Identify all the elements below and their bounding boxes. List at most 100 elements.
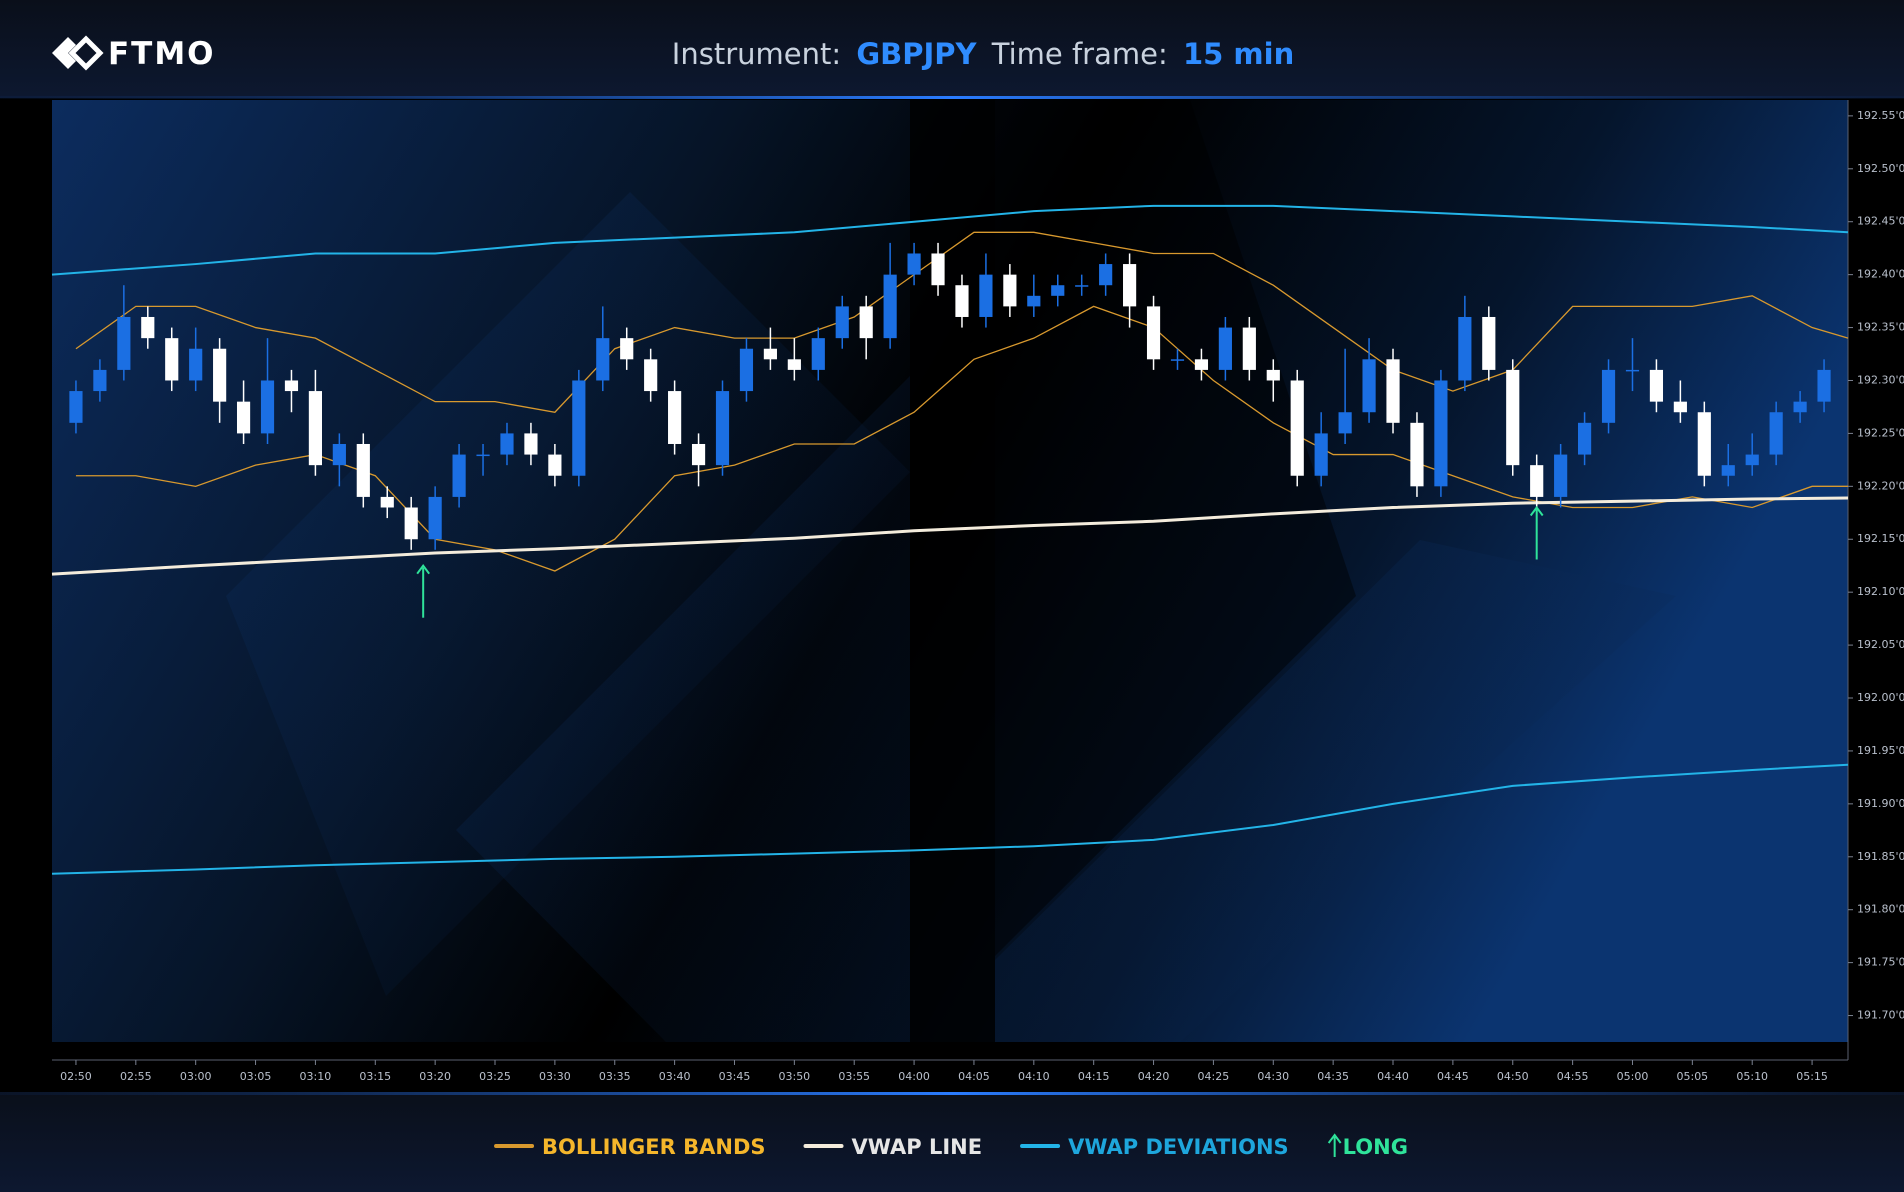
candle-body — [117, 316, 131, 370]
candle-body — [1075, 285, 1089, 287]
x-tick-label: 03:55 — [838, 1070, 870, 1083]
header-glow — [0, 96, 1904, 99]
signals — [416, 505, 1544, 618]
candle-body — [1290, 380, 1304, 476]
x-tick-label: 04:25 — [1198, 1070, 1230, 1083]
candle-body — [955, 285, 969, 317]
decor-shape — [226, 192, 910, 996]
x-tick-label: 04:15 — [1078, 1070, 1110, 1083]
legend-arrow — [1327, 1133, 1342, 1157]
candle-body — [1721, 465, 1735, 476]
y-tick-label: 191.95'0 — [1857, 744, 1904, 757]
candle-body — [715, 391, 730, 466]
y-tick-label: 191.90'0 — [1857, 797, 1904, 810]
candle-body — [931, 253, 945, 286]
y-tick-label: 191.70'0 — [1857, 1009, 1904, 1022]
decor-shape — [995, 540, 1676, 1042]
plot-decor — [226, 100, 1676, 1042]
candle-body — [596, 338, 610, 381]
x-tick-label: 05:10 — [1736, 1070, 1768, 1083]
y-tick-label: 191.85'0 — [1857, 850, 1904, 863]
candle-body — [1218, 327, 1232, 370]
candle-body — [236, 401, 251, 434]
x-tick-label: 03:45 — [719, 1070, 751, 1083]
candle-body — [691, 443, 706, 466]
candle-body — [883, 274, 897, 339]
x-tick-label: 04:20 — [1138, 1070, 1170, 1083]
footer-glow — [0, 1092, 1904, 1095]
x-tick-label: 03:10 — [300, 1070, 332, 1083]
y-tick-label: 191.80'0 — [1857, 903, 1904, 916]
band-line — [75, 305, 1848, 572]
x-tick-label: 05:05 — [1676, 1070, 1708, 1083]
x-tick-label: 03:35 — [599, 1070, 631, 1083]
candle-body — [260, 380, 275, 434]
x-tick-label: 04:45 — [1437, 1070, 1469, 1083]
y-tick-label: 192.40'0 — [1857, 268, 1904, 281]
y-tick-label: 192.35'0 — [1857, 321, 1904, 334]
axes: 192.55'0 192.50'0 192.45'0 192.40'0 192.35'0… — [52, 100, 1904, 1083]
band-line — [75, 231, 1849, 413]
candle-body — [1434, 380, 1448, 487]
x-tick-label: 02:55 — [120, 1070, 152, 1083]
y-tick-label: 192.15'0 — [1857, 532, 1904, 545]
logo-text: FTMO — [108, 36, 216, 72]
candle-body — [1697, 412, 1711, 476]
x-tick-label: 04:05 — [958, 1070, 990, 1083]
candle-body — [1769, 412, 1783, 455]
candle-body — [1314, 433, 1328, 476]
decor-band — [910, 100, 995, 1042]
legend-label: VWAP LINE — [852, 1135, 983, 1159]
candles — [69, 242, 1831, 550]
candle-body — [476, 454, 490, 457]
candle-body — [1673, 401, 1687, 413]
y-tick-label: 192.30'0 — [1857, 373, 1904, 386]
x-tick-label: 03:15 — [359, 1070, 391, 1083]
x-tick-label: 04:00 — [898, 1070, 930, 1083]
candle-body — [404, 507, 418, 540]
candle-body — [811, 338, 825, 370]
logo-mark — [68, 35, 104, 71]
candle-body — [1601, 369, 1616, 423]
logo-mark — [52, 37, 76, 69]
candle-body — [1625, 369, 1640, 372]
candle-body — [620, 338, 634, 360]
logo: FTMO — [52, 35, 216, 72]
candle-body — [1146, 306, 1161, 360]
candle-body — [1482, 316, 1496, 370]
candle-body — [1051, 285, 1065, 296]
x-tick-label: 04:50 — [1497, 1070, 1529, 1083]
candle-body — [452, 454, 466, 497]
candle-body — [284, 380, 299, 392]
candle-body — [739, 348, 754, 392]
y-tick-label: 192.10'0 — [1857, 585, 1904, 598]
x-tick-label: 04:35 — [1317, 1070, 1349, 1083]
x-tick-label: 03:30 — [539, 1070, 571, 1083]
footer-bar — [0, 1092, 1904, 1192]
y-tick-label: 192.05'0 — [1857, 638, 1904, 651]
x-tick-label: 05:00 — [1617, 1070, 1649, 1083]
x-tick-label: 04:55 — [1557, 1070, 1589, 1083]
candle-body — [213, 348, 227, 402]
arrow-head — [1327, 1133, 1342, 1144]
x-tick-label: 03:40 — [659, 1070, 691, 1083]
legend-label: LONG — [1343, 1135, 1408, 1159]
candle-body — [69, 391, 83, 423]
candle-body — [763, 348, 777, 360]
x-tick-label: 02:50 — [60, 1070, 92, 1083]
candle-body — [380, 496, 394, 508]
candle-body — [165, 338, 179, 381]
x-tick-label: 03:00 — [180, 1070, 212, 1083]
x-tick-label: 04:10 — [1018, 1070, 1050, 1083]
candle-body — [835, 306, 849, 339]
candle-body — [1530, 465, 1544, 497]
band-line — [51, 763, 1849, 875]
candle-body — [1554, 454, 1568, 497]
instrument: GBPJPY — [856, 37, 977, 71]
candle-body — [668, 391, 682, 444]
arrow-head — [1529, 505, 1544, 517]
band-line — [51, 204, 1849, 276]
candle-body — [548, 454, 562, 476]
